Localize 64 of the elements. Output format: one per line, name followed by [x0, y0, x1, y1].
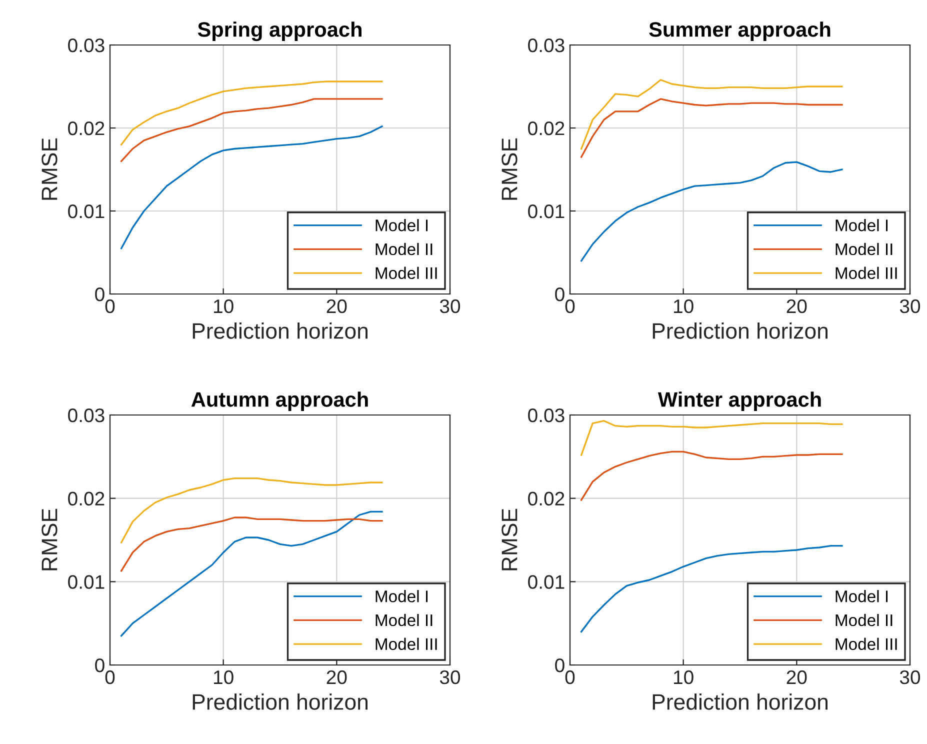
legend-label: Model I [836, 590, 888, 602]
x-tick-label: 0 [565, 299, 575, 314]
x-axis-title: Prediction horizon [192, 694, 368, 710]
line-series [120, 80, 383, 146]
x-axis-title: Prediction horizon [652, 322, 828, 339]
y-tick-label: 0.03 [68, 408, 104, 422]
y-tick-label: 0.01 [528, 204, 564, 218]
x-tick-label: 30 [900, 670, 920, 684]
legend-label: Model I [376, 590, 428, 602]
legend-label: Model II [376, 614, 432, 626]
x-tick-label: 0 [105, 670, 115, 684]
legend-label: Model III [376, 638, 437, 650]
x-tick-label: 20 [326, 299, 347, 314]
x-tick-label: 0 [565, 670, 575, 684]
y-axis-title: RMSE [42, 138, 58, 200]
x-tick-label: 10 [674, 670, 694, 684]
y-tick-label: 0.01 [68, 204, 104, 218]
y-axis-title: RMSE [42, 508, 58, 570]
y-tick-label: 0 [95, 658, 104, 672]
line-series [580, 450, 843, 501]
line-series [580, 420, 843, 456]
legend-label: Model II [836, 614, 892, 626]
line-series [580, 98, 843, 158]
x-tick-label: 20 [786, 670, 807, 684]
line-series [120, 516, 383, 572]
y-tick-label: 0.03 [68, 38, 104, 52]
y-tick-label: 0 [555, 658, 564, 672]
line-series [120, 98, 383, 162]
legend-label: Model III [836, 266, 897, 280]
y-axis-title: RMSE [502, 138, 518, 200]
chart-title: Winter approach [658, 392, 821, 411]
x-tick-label: 10 [214, 299, 234, 314]
chart-title: Spring approach [198, 22, 362, 42]
x-tick-label: 0 [105, 299, 115, 314]
y-tick-label: 0.03 [528, 408, 564, 422]
x-tick-label: 30 [440, 299, 460, 314]
line-series [580, 79, 843, 150]
x-axis-title: Prediction horizon [192, 322, 368, 339]
legend-label: Model III [376, 266, 437, 280]
x-tick-label: 10 [214, 670, 234, 684]
chart-title: Summer approach [649, 22, 830, 41]
line-series [120, 478, 383, 544]
x-tick-label: 20 [326, 670, 347, 684]
y-tick-label: 0.01 [528, 575, 564, 589]
legend-label: Model I [836, 219, 888, 232]
x-tick-label: 20 [786, 299, 807, 314]
legend-label: Model I [376, 219, 428, 232]
x-tick-label: 30 [440, 670, 460, 684]
y-tick-label: 0 [555, 287, 564, 302]
chart-title: Autumn approach [191, 392, 368, 411]
y-tick-label: 0.02 [528, 492, 564, 506]
y-tick-label: 0.01 [68, 575, 104, 589]
y-tick-label: 0.02 [68, 121, 104, 136]
x-tick-label: 10 [674, 299, 694, 314]
x-tick-label: 30 [900, 299, 920, 314]
y-tick-label: 0 [95, 287, 104, 302]
legend-label: Model III [836, 638, 897, 650]
y-tick-label: 0.02 [528, 121, 564, 136]
legend-label: Model II [836, 242, 892, 256]
y-tick-label: 0.02 [68, 492, 104, 506]
y-tick-label: 0.03 [528, 38, 564, 52]
legend-label: Model II [376, 242, 432, 256]
y-axis-title: RMSE [502, 508, 518, 570]
x-axis-title: Prediction horizon [652, 694, 828, 710]
